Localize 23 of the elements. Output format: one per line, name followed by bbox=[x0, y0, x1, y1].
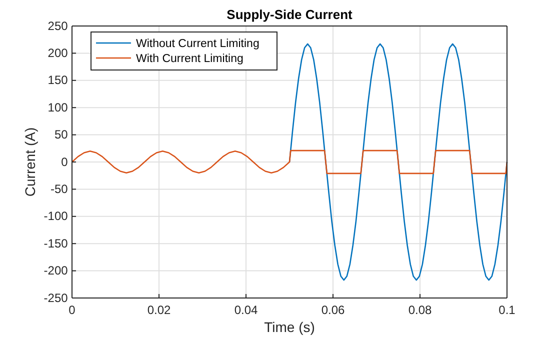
y-tick-label: 100 bbox=[48, 100, 68, 114]
y-tick-label: -50 bbox=[50, 182, 68, 196]
x-tick-label: 0.04 bbox=[234, 303, 258, 318]
x-tick-label: 0.02 bbox=[147, 303, 171, 318]
line-series bbox=[71, 150, 508, 174]
y-tick-label: -150 bbox=[44, 236, 68, 250]
line-series bbox=[288, 43, 508, 281]
y-tick-label: 250 bbox=[48, 18, 68, 33]
y-axis-title: Current (A) bbox=[22, 127, 38, 197]
x-tick-label: 0.08 bbox=[408, 303, 432, 318]
y-tick-label: -250 bbox=[44, 290, 68, 305]
y-tick-label: 200 bbox=[48, 46, 68, 60]
legend-label: Without Current Limiting bbox=[136, 38, 260, 50]
chart-title: Supply-Side Current bbox=[226, 7, 354, 22]
y-tick-label: 0 bbox=[61, 154, 68, 169]
x-tick-label: 0.1 bbox=[498, 303, 516, 318]
legend-label: With Current Limiting bbox=[136, 53, 244, 65]
y-tick-label: -100 bbox=[44, 209, 68, 224]
y-tick-label: 50 bbox=[54, 128, 68, 142]
x-axis-title: Time (s) bbox=[264, 319, 315, 335]
y-tick-label: 150 bbox=[48, 73, 68, 88]
y-tick-label: -200 bbox=[44, 264, 68, 278]
x-tick-label: 0.06 bbox=[321, 303, 345, 318]
